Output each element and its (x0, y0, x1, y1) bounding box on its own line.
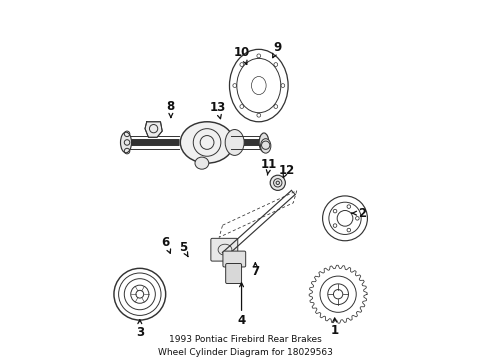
Ellipse shape (180, 122, 234, 163)
Text: 2: 2 (358, 207, 367, 220)
Text: 7: 7 (251, 265, 259, 278)
Text: 1993 Pontiac Firebird Rear Brakes: 1993 Pontiac Firebird Rear Brakes (169, 334, 321, 343)
Text: 8: 8 (167, 100, 175, 113)
Ellipse shape (195, 157, 209, 169)
Text: 10: 10 (233, 46, 250, 59)
Ellipse shape (225, 130, 244, 156)
Polygon shape (145, 122, 162, 137)
Text: 5: 5 (179, 241, 187, 254)
Circle shape (270, 175, 285, 190)
Text: Wheel Cylinder Diagram for 18029563: Wheel Cylinder Diagram for 18029563 (158, 348, 332, 357)
Text: 1: 1 (331, 324, 339, 337)
Text: 3: 3 (136, 326, 144, 339)
Ellipse shape (121, 132, 131, 153)
FancyBboxPatch shape (223, 251, 245, 267)
Text: 9: 9 (273, 41, 282, 54)
FancyBboxPatch shape (211, 238, 238, 261)
Text: 12: 12 (278, 163, 294, 176)
Text: 4: 4 (238, 314, 245, 327)
Ellipse shape (259, 133, 269, 152)
Text: 11: 11 (261, 158, 277, 171)
Text: 13: 13 (209, 102, 225, 114)
Ellipse shape (261, 139, 271, 153)
Text: 6: 6 (162, 236, 170, 249)
FancyBboxPatch shape (226, 264, 242, 284)
